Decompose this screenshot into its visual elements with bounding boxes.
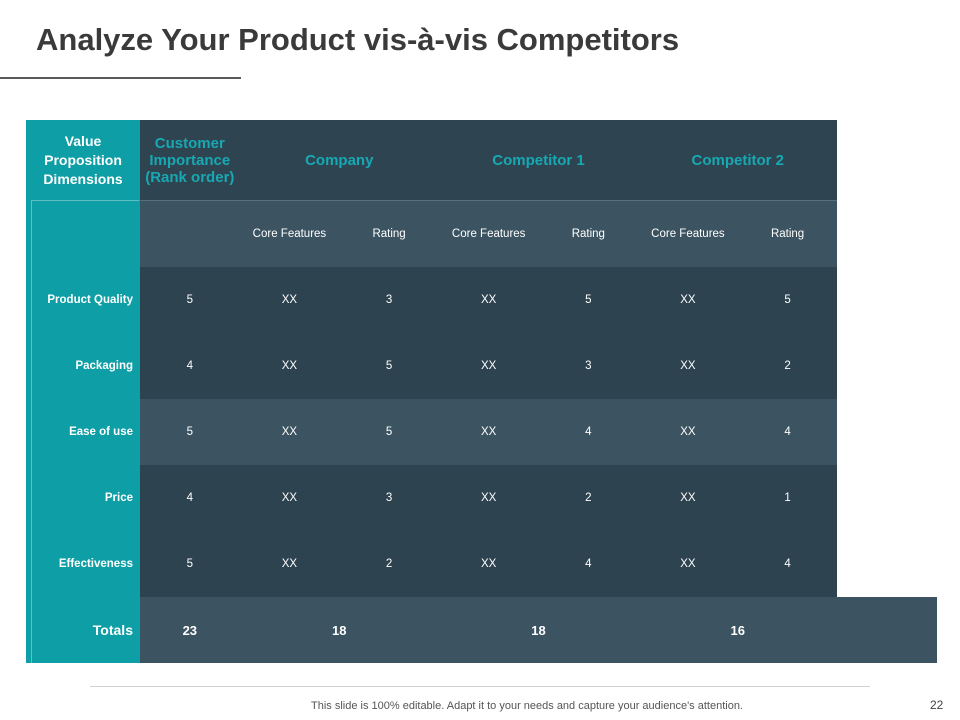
cell: XX — [438, 531, 539, 597]
totals-cell: 18 — [438, 597, 639, 663]
cell: 4 — [538, 531, 639, 597]
cell: 5 — [339, 333, 439, 399]
row-label: Price — [26, 465, 140, 531]
header-cell: Value Proposition Dimensions — [26, 120, 140, 201]
subheader-cell: Rating — [339, 200, 439, 267]
cell: XX — [239, 333, 340, 399]
subheader-row: Core Features Rating Core Features Rating Co… — [26, 200, 937, 267]
cell: XX — [438, 333, 539, 399]
cell: XX — [638, 531, 738, 597]
cell: XX — [239, 531, 340, 597]
row-label: Ease of use — [26, 399, 140, 465]
cell: XX — [239, 465, 340, 531]
cell: 4 — [737, 531, 838, 597]
footer-rule — [90, 686, 870, 687]
cell — [140, 200, 240, 267]
row-label: Effectiveness — [26, 531, 140, 597]
data-row: Price 4 XX 3 XX 2 XX 1 — [26, 465, 937, 531]
cell: XX — [438, 399, 539, 465]
table-body: Value Proposition Dimensions Customer Im… — [26, 120, 937, 663]
cell: XX — [638, 399, 738, 465]
cell: 3 — [339, 465, 439, 531]
data-row: Packaging 4 XX 5 XX 3 XX 2 — [26, 333, 937, 399]
cell: 2 — [737, 333, 838, 399]
row-label: Packaging — [26, 333, 140, 399]
footer-note: This slide is 100% editable. Adapt it to… — [311, 700, 743, 712]
comparison-table: Value Proposition Dimensions Customer Im… — [26, 120, 937, 663]
subheader-cell: Core Features — [239, 200, 340, 267]
cell: 4 — [737, 399, 838, 465]
cell: 3 — [538, 333, 639, 399]
subheader-cell: Rating — [737, 200, 838, 267]
totals-cell: 18 — [239, 597, 439, 663]
cell: 5 — [737, 267, 838, 333]
header-cell: Company — [239, 120, 439, 201]
cell: 4 — [538, 399, 639, 465]
row-label: Product Quality — [26, 267, 140, 333]
subheader-cell: Rating — [538, 200, 639, 267]
cell: 2 — [538, 465, 639, 531]
cell: XX — [239, 267, 340, 333]
cell: XX — [638, 333, 738, 399]
totals-label: Totals — [26, 597, 140, 663]
cell: 5 — [140, 399, 240, 465]
cell: 5 — [538, 267, 639, 333]
data-row: Product Quality 5 XX 3 XX 5 XX 5 — [26, 267, 937, 333]
cell: 1 — [737, 465, 838, 531]
cell: 5 — [339, 399, 439, 465]
cell: XX — [239, 399, 340, 465]
header-row: Value Proposition Dimensions Customer Im… — [26, 120, 937, 201]
cell: 4 — [140, 333, 240, 399]
cell: XX — [438, 267, 539, 333]
cell: 5 — [140, 267, 240, 333]
subheader-cell: Core Features — [638, 200, 738, 267]
cell: XX — [638, 465, 738, 531]
header-cell: Customer Importance (Rank order) — [140, 120, 240, 201]
totals-cell: 23 — [140, 597, 240, 663]
title: Analyze Your Product vis-à-vis Competito… — [36, 22, 680, 57]
header-cell: Competitor 2 — [638, 120, 838, 201]
cell: 5 — [140, 531, 240, 597]
cell: 4 — [140, 465, 240, 531]
cell: 3 — [339, 267, 439, 333]
totals-row: Totals 23 18 18 16 — [26, 597, 937, 663]
cell: XX — [438, 465, 539, 531]
subheader-cell: Core Features — [438, 200, 539, 267]
title-rule — [0, 77, 241, 79]
data-row: Ease of use 5 XX 5 XX 4 XX 4 — [26, 399, 937, 465]
header-cell: Competitor 1 — [438, 120, 639, 201]
cell: 2 — [339, 531, 439, 597]
data-row: Effectiveness 5 XX 2 XX 4 XX 4 — [26, 531, 937, 597]
cell — [837, 597, 937, 663]
page-number: 22 — [930, 698, 944, 712]
label-cell — [26, 200, 140, 267]
cell: XX — [638, 267, 738, 333]
totals-cell: 16 — [638, 597, 838, 663]
